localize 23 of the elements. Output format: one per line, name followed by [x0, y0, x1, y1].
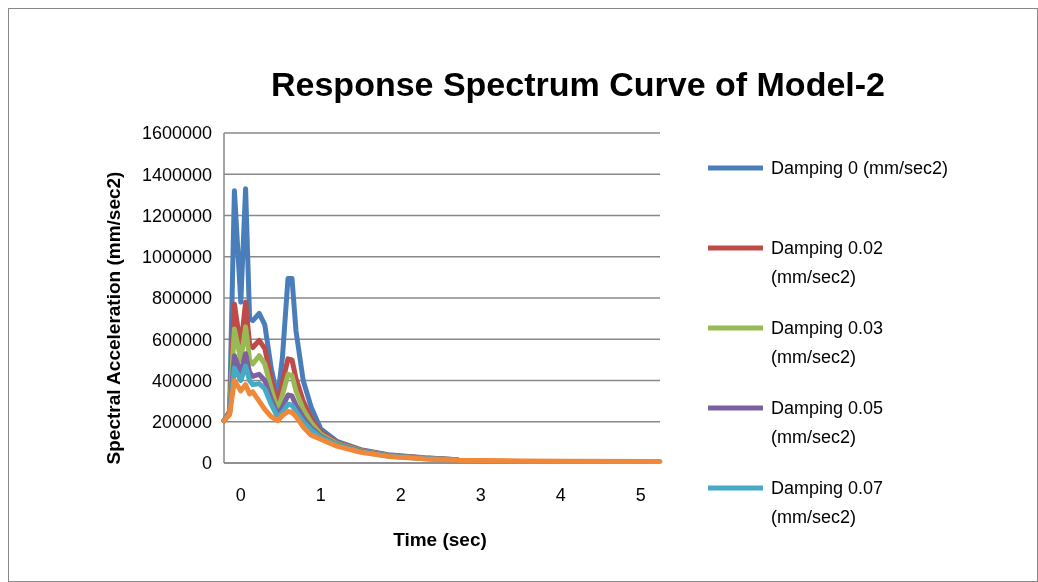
y-tick-label: 200000 — [151, 412, 212, 433]
legend-label: Damping 0 (mm/sec2) — [771, 158, 949, 179]
x-tick-label: 0 — [235, 485, 246, 505]
x-tick-label: 1 — [315, 485, 326, 505]
y-tick-label: 1600000 — [141, 123, 212, 144]
legend-label: Damping 0.05 (mm/sec2) — [771, 398, 884, 448]
legend-label: Damping 0.07 (mm/sec2) — [771, 478, 884, 528]
y-tick-label: 400000 — [151, 370, 212, 391]
y-tick-label: 0 — [201, 453, 212, 474]
legend-label: Damping 0.02 (mm/sec2) — [771, 238, 884, 288]
x-tick-label: 4 — [555, 485, 566, 505]
y-tick-label: 600000 — [151, 329, 212, 350]
legend-label: Damping 0.03 (mm/sec2) — [771, 318, 884, 368]
x-tick-label: 3 — [475, 485, 486, 505]
x-tick-label: 5 — [635, 485, 646, 505]
y-tick-label: 1200000 — [141, 205, 212, 226]
y-tick-label: 800000 — [151, 288, 212, 309]
y-tick-label: 1400000 — [141, 164, 212, 185]
y-tick-label: 1000000 — [141, 247, 212, 268]
x-axis-title: Time (sec) — [393, 529, 487, 550]
chart-title: Response Spectrum Curve of Model-2 — [270, 65, 886, 103]
y-axis-title: Spectral Acceleration (mm/sec2) — [103, 171, 124, 465]
x-tick-label: 2 — [395, 485, 406, 505]
